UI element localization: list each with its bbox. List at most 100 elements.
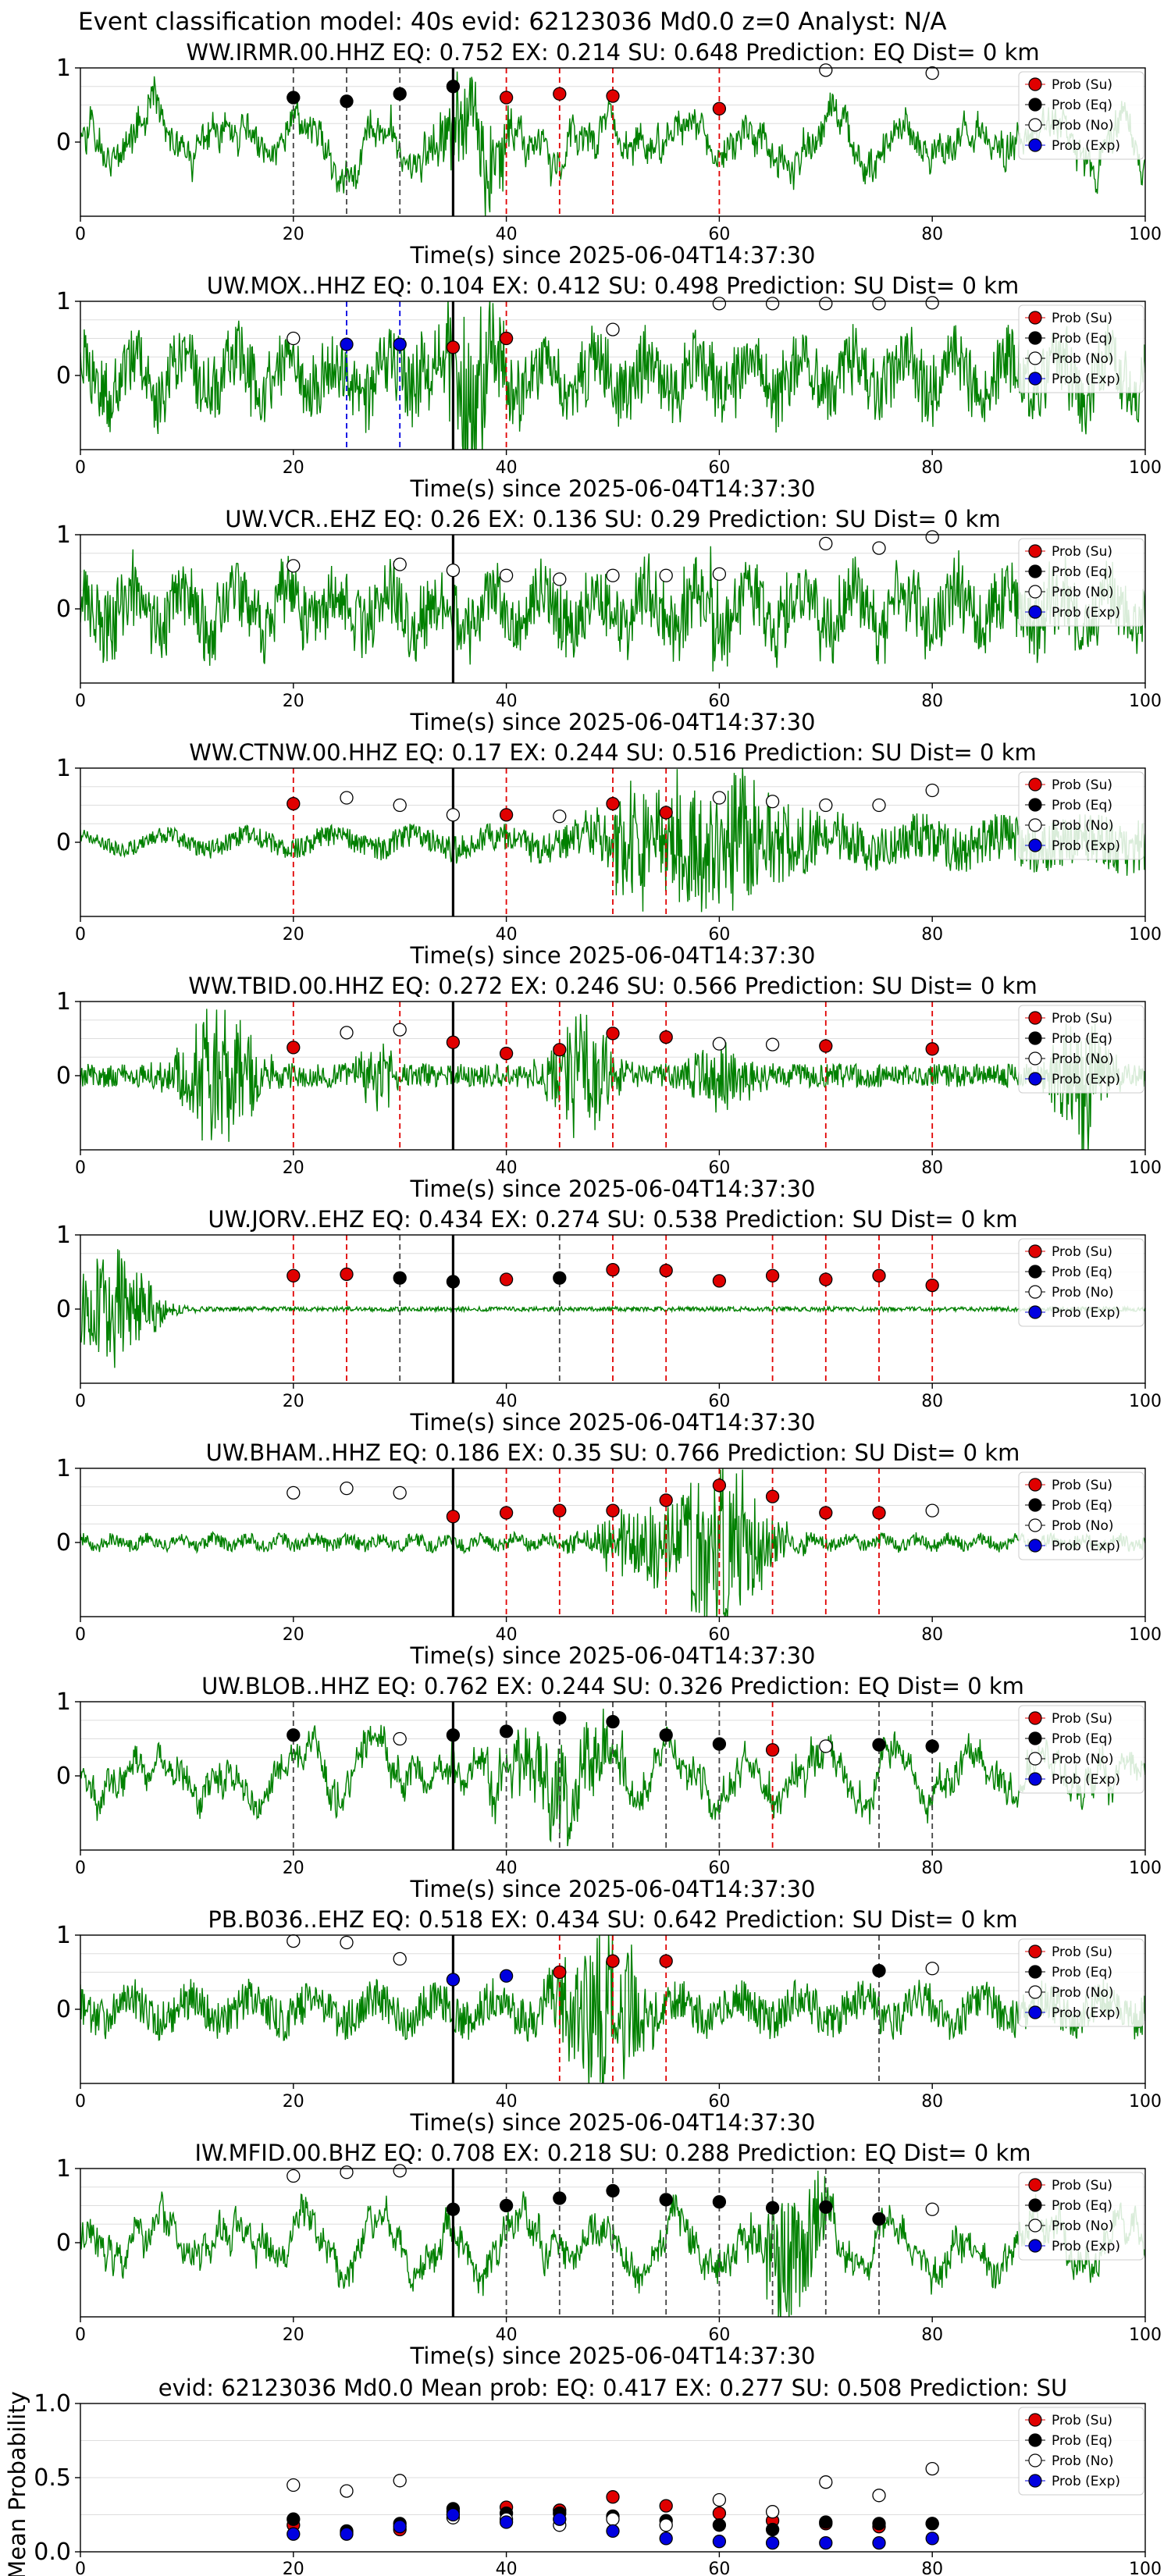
legend-marker-no [1028, 1518, 1042, 1532]
legend-label-eq: Prob (Eq) [1052, 2198, 1112, 2214]
prob-point-su [712, 101, 727, 116]
prob-point-no [340, 1935, 354, 1950]
legend-marker-exp [1028, 1305, 1042, 1319]
mean-point-no [819, 2475, 833, 2489]
y-tick-label: 1 [56, 755, 71, 782]
x-tick-label: 100 [1129, 1625, 1162, 1645]
x-axis-label: Time(s) since 2025-06-04T14:37:30 [410, 1176, 816, 1202]
y-tick-label: 0 [56, 1996, 71, 2023]
prob-point-eq [872, 2211, 886, 2226]
panel-title: IW.MFID.00.BHZ EQ: 0.708 EX: 0.218 SU: 0… [194, 2140, 1030, 2166]
prob-point-no [393, 1952, 407, 1966]
x-axis-label: Time(s) since 2025-06-04T14:37:30 [410, 709, 816, 735]
mean-point-no [606, 2512, 620, 2526]
x-axis-label: Time(s) since 2025-06-04T14:37:30 [410, 2109, 816, 2136]
x-tick-label: 40 [496, 1625, 518, 1645]
x-tick-label: 100 [1129, 692, 1162, 711]
waveform-trace [80, 1009, 1145, 1150]
x-tick-label: 0 [75, 458, 86, 478]
panel-title: UW.JORV..EHZ EQ: 0.434 EX: 0.274 SU: 0.5… [208, 1206, 1017, 1233]
prob-point-su [553, 1965, 567, 1980]
x-tick-label: 100 [1129, 2092, 1162, 2112]
prob-point-no [340, 1026, 354, 1040]
prob-point-no [446, 563, 461, 578]
prob-point-no [925, 783, 939, 798]
mean-point-no [287, 2478, 301, 2492]
legend-marker-su [1028, 544, 1042, 558]
x-axis-label: Time(s) since 2025-06-04T14:37:30 [410, 2343, 816, 2369]
prob-point-su [659, 806, 673, 820]
legend-marker-eq [1028, 564, 1042, 578]
prob-point-no [287, 1485, 301, 1500]
waveform-trace [80, 1468, 1145, 1617]
x-tick-label: 20 [283, 1859, 304, 1878]
x-tick-label: 0 [75, 2092, 86, 2112]
legend-marker-su [1028, 1478, 1042, 1492]
x-tick-label: 60 [708, 925, 730, 945]
x-tick-label: 100 [1129, 2325, 1162, 2345]
prob-point-eq [765, 2201, 780, 2215]
mean-point-no [925, 2461, 939, 2476]
legend-marker-eq [1028, 1498, 1042, 1512]
x-tick-label: 60 [708, 692, 730, 711]
legend-marker-su [1028, 777, 1042, 792]
prob-point-su [659, 1954, 673, 1968]
prob-point-su [446, 1035, 461, 1049]
y-tick-label: 1 [56, 1922, 71, 1949]
prob-point-su [553, 1043, 567, 1057]
prob-point-no [765, 297, 780, 311]
legend-marker-eq [1028, 2198, 1042, 2212]
prob-point-eq [393, 1271, 407, 1285]
legend-label-exp: Prob (Exp) [1052, 838, 1120, 854]
y-tick-label: 1 [56, 1688, 71, 1716]
legend-box [1018, 1238, 1144, 1327]
panel-title: WW.TBID.00.HHZ EQ: 0.272 EX: 0.246 SU: 0… [188, 973, 1037, 999]
prob-point-no [393, 2164, 407, 2178]
legend-label-su: Prob (Su) [1052, 2413, 1112, 2428]
mean-point-exp [765, 2535, 780, 2550]
x-tick-label: 20 [283, 2325, 304, 2345]
legend-marker-su [1028, 311, 1042, 325]
legend-label-no: Prob (No) [1052, 1985, 1114, 2001]
legend-label-su: Prob (Su) [1052, 1244, 1112, 1260]
prob-point-su [553, 1503, 567, 1517]
mean-point-su [606, 2490, 620, 2504]
legend-marker-no [1028, 1752, 1042, 1766]
prob-point-eq [553, 2191, 567, 2205]
legend-label-exp: Prob (Exp) [1052, 2474, 1120, 2489]
x-tick-label: 100 [1129, 225, 1162, 244]
mean-point-exp [606, 2524, 620, 2539]
legend-label-exp: Prob (Exp) [1052, 1539, 1120, 1554]
prob-point-su [872, 1268, 886, 1283]
legend-marker-no [1028, 585, 1042, 599]
legend-label-su: Prob (Su) [1052, 311, 1112, 326]
mean-point-eq [872, 2517, 886, 2531]
x-tick-label: 100 [1129, 458, 1162, 478]
prob-point-eq [819, 2200, 833, 2215]
legend-label-no: Prob (No) [1052, 818, 1114, 834]
y-tick-label: 1.0 [34, 2390, 71, 2418]
prob-point-su [606, 1263, 620, 1277]
legend-marker-no [1028, 2453, 1042, 2467]
prob-point-su [712, 1478, 727, 1493]
legend-label-no: Prob (No) [1052, 585, 1114, 600]
y-tick-label: 1 [56, 55, 71, 82]
station-panel: WW.IRMR.00.HHZ EQ: 0.752 EX: 0.214 SU: 0… [56, 39, 1162, 269]
mean-point-no [393, 2474, 407, 2488]
mean-point-exp [287, 2527, 301, 2541]
prob-point-exp [340, 337, 354, 351]
y-tick-label: 0 [56, 362, 71, 390]
x-tick-label: 20 [283, 225, 304, 244]
mean-point-no [872, 2489, 886, 2503]
legend-marker-eq [1028, 1965, 1042, 1979]
prob-point-eq [287, 1728, 301, 1742]
legend-marker-exp [1028, 1072, 1042, 1086]
prob-point-no [872, 297, 886, 311]
prob-point-su [499, 331, 514, 346]
x-tick-label: 100 [1129, 1392, 1162, 1411]
x-tick-label: 0 [75, 1625, 86, 1645]
prob-point-su [446, 340, 461, 354]
prob-point-su [925, 1042, 939, 1056]
prob-point-no [872, 798, 886, 813]
x-tick-label: 20 [283, 692, 304, 711]
